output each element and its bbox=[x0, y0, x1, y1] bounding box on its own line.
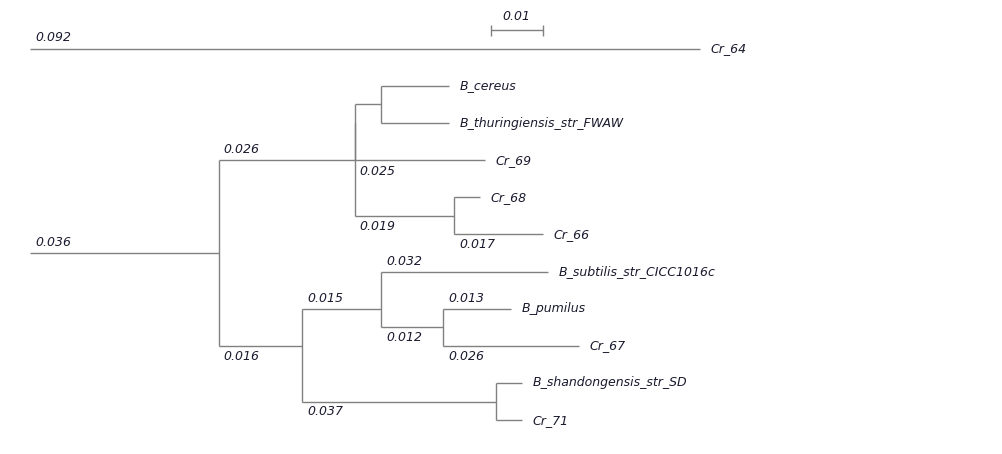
Text: Cr_69: Cr_69 bbox=[496, 153, 532, 167]
Text: B_shandongensis_str_SD: B_shandongensis_str_SD bbox=[532, 376, 687, 390]
Text: 0.092: 0.092 bbox=[35, 31, 71, 44]
Text: Cr_64: Cr_64 bbox=[710, 42, 746, 55]
Text: 0.026: 0.026 bbox=[223, 143, 260, 157]
Text: 0.036: 0.036 bbox=[35, 236, 71, 249]
Text: 0.012: 0.012 bbox=[386, 331, 422, 344]
Text: 0.026: 0.026 bbox=[449, 350, 485, 363]
Text: Cr_66: Cr_66 bbox=[553, 228, 589, 241]
Text: 0.019: 0.019 bbox=[360, 220, 396, 232]
Text: 0.032: 0.032 bbox=[386, 255, 422, 268]
Text: B_thuringiensis_str_FWAW: B_thuringiensis_str_FWAW bbox=[459, 117, 623, 129]
Text: 0.016: 0.016 bbox=[223, 350, 260, 363]
Text: B_subtilis_str_CICC1016c: B_subtilis_str_CICC1016c bbox=[558, 265, 715, 278]
Text: Cr_71: Cr_71 bbox=[532, 414, 568, 427]
Text: 0.025: 0.025 bbox=[360, 165, 396, 178]
Text: Cr_67: Cr_67 bbox=[590, 339, 626, 352]
Text: B_cereus: B_cereus bbox=[459, 79, 516, 92]
Text: 0.013: 0.013 bbox=[449, 292, 485, 305]
Text: 0.037: 0.037 bbox=[308, 405, 344, 418]
Text: B_pumilus: B_pumilus bbox=[522, 302, 586, 315]
Text: Cr_68: Cr_68 bbox=[491, 191, 527, 204]
Text: 0.015: 0.015 bbox=[308, 292, 344, 305]
Text: 0.01: 0.01 bbox=[503, 10, 531, 23]
Text: 0.017: 0.017 bbox=[459, 238, 495, 251]
